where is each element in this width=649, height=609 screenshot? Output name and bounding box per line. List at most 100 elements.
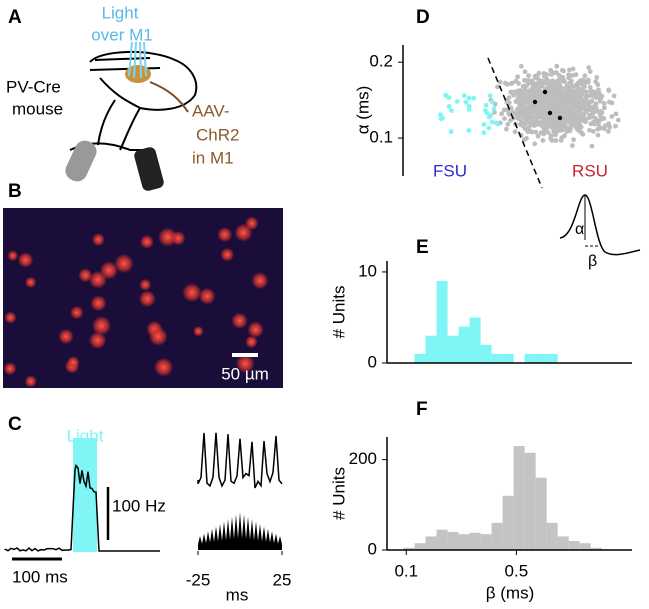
panel-label: B bbox=[8, 181, 22, 202]
dot bbox=[557, 120, 562, 125]
dot bbox=[583, 108, 589, 114]
dot bbox=[540, 78, 545, 84]
x-tick-label: 0.5 bbox=[505, 561, 529, 580]
y-tick-label: 0 bbox=[368, 539, 377, 558]
dot bbox=[486, 125, 492, 131]
dot bbox=[533, 102, 539, 108]
bar bbox=[590, 547, 602, 550]
dot bbox=[582, 101, 588, 107]
x-tick-label: 25 bbox=[273, 570, 292, 589]
dot bbox=[552, 122, 558, 128]
dot bbox=[510, 90, 516, 96]
bar bbox=[425, 335, 437, 363]
scale-label: 100 Hz bbox=[112, 496, 166, 515]
dot bbox=[609, 114, 615, 119]
dot bbox=[491, 106, 497, 111]
dot bbox=[515, 107, 521, 113]
dot bbox=[563, 102, 569, 108]
cell bbox=[251, 272, 269, 290]
dot bbox=[530, 82, 536, 88]
dot bbox=[571, 137, 576, 143]
cell bbox=[88, 331, 107, 350]
dot bbox=[522, 69, 528, 75]
dot bbox=[449, 108, 454, 114]
dot bbox=[576, 87, 582, 93]
dot bbox=[494, 121, 500, 127]
dot bbox=[527, 111, 532, 117]
dot bbox=[575, 121, 581, 127]
dot bbox=[579, 92, 584, 98]
annotation: RSU bbox=[572, 161, 608, 180]
dot bbox=[508, 81, 514, 86]
dot bbox=[556, 72, 562, 78]
cell bbox=[78, 268, 93, 283]
dot bbox=[607, 124, 613, 130]
dot bbox=[606, 99, 612, 105]
waveform bbox=[559, 194, 641, 256]
virus-label: AAV- bbox=[192, 101, 229, 120]
dot bbox=[595, 118, 600, 124]
dot bbox=[596, 87, 601, 93]
dot bbox=[483, 102, 489, 108]
virus-label: in M1 bbox=[192, 148, 234, 167]
dot bbox=[548, 136, 553, 142]
dot bbox=[438, 112, 443, 118]
x-axis-label: ms bbox=[226, 585, 249, 604]
dot bbox=[551, 126, 556, 132]
dot bbox=[615, 117, 621, 123]
dot bbox=[579, 130, 585, 136]
cell bbox=[91, 316, 112, 336]
y-axis-label: # Units bbox=[329, 467, 348, 520]
bar bbox=[568, 540, 580, 550]
dot bbox=[567, 117, 573, 123]
bar bbox=[579, 543, 591, 550]
dot bbox=[582, 73, 588, 79]
dot bbox=[554, 104, 560, 110]
dot bbox=[521, 101, 526, 106]
light-window bbox=[73, 438, 97, 552]
bar bbox=[480, 344, 492, 363]
paw-right bbox=[134, 147, 164, 191]
dot bbox=[562, 107, 567, 113]
y-axis-label: α (ms) bbox=[353, 86, 372, 135]
dot bbox=[522, 86, 527, 91]
dot bbox=[593, 101, 599, 107]
dot bbox=[510, 109, 516, 115]
dot bbox=[497, 79, 503, 85]
dot bbox=[587, 85, 593, 90]
dot bbox=[601, 105, 607, 111]
dot bbox=[570, 66, 576, 72]
bar bbox=[524, 353, 536, 363]
dot bbox=[601, 101, 607, 106]
dot bbox=[578, 78, 583, 84]
dot bbox=[554, 79, 560, 84]
dot bbox=[517, 96, 523, 102]
dot bbox=[566, 80, 572, 86]
panel-label: A bbox=[8, 7, 22, 28]
cell bbox=[234, 223, 253, 242]
cell bbox=[158, 227, 178, 247]
beta-label: β bbox=[588, 253, 597, 270]
dot bbox=[568, 97, 574, 103]
dot bbox=[585, 79, 591, 85]
light-label: Light bbox=[67, 426, 104, 445]
dot bbox=[589, 143, 595, 149]
dot bbox=[593, 105, 599, 111]
dot bbox=[559, 111, 565, 117]
cell bbox=[247, 321, 264, 338]
dot bbox=[586, 65, 592, 70]
dot bbox=[554, 111, 560, 117]
cell bbox=[245, 335, 258, 349]
dot bbox=[554, 63, 560, 69]
dot bbox=[547, 110, 553, 116]
dot bbox=[566, 72, 571, 78]
dot bbox=[492, 109, 497, 115]
panel-label: D bbox=[416, 7, 430, 28]
dot bbox=[527, 97, 533, 103]
dot bbox=[557, 92, 563, 98]
dot bbox=[471, 95, 477, 101]
strain-label: PV-Cre bbox=[6, 77, 61, 96]
bar bbox=[458, 534, 470, 550]
dot bbox=[594, 75, 600, 80]
dot bbox=[454, 99, 460, 104]
